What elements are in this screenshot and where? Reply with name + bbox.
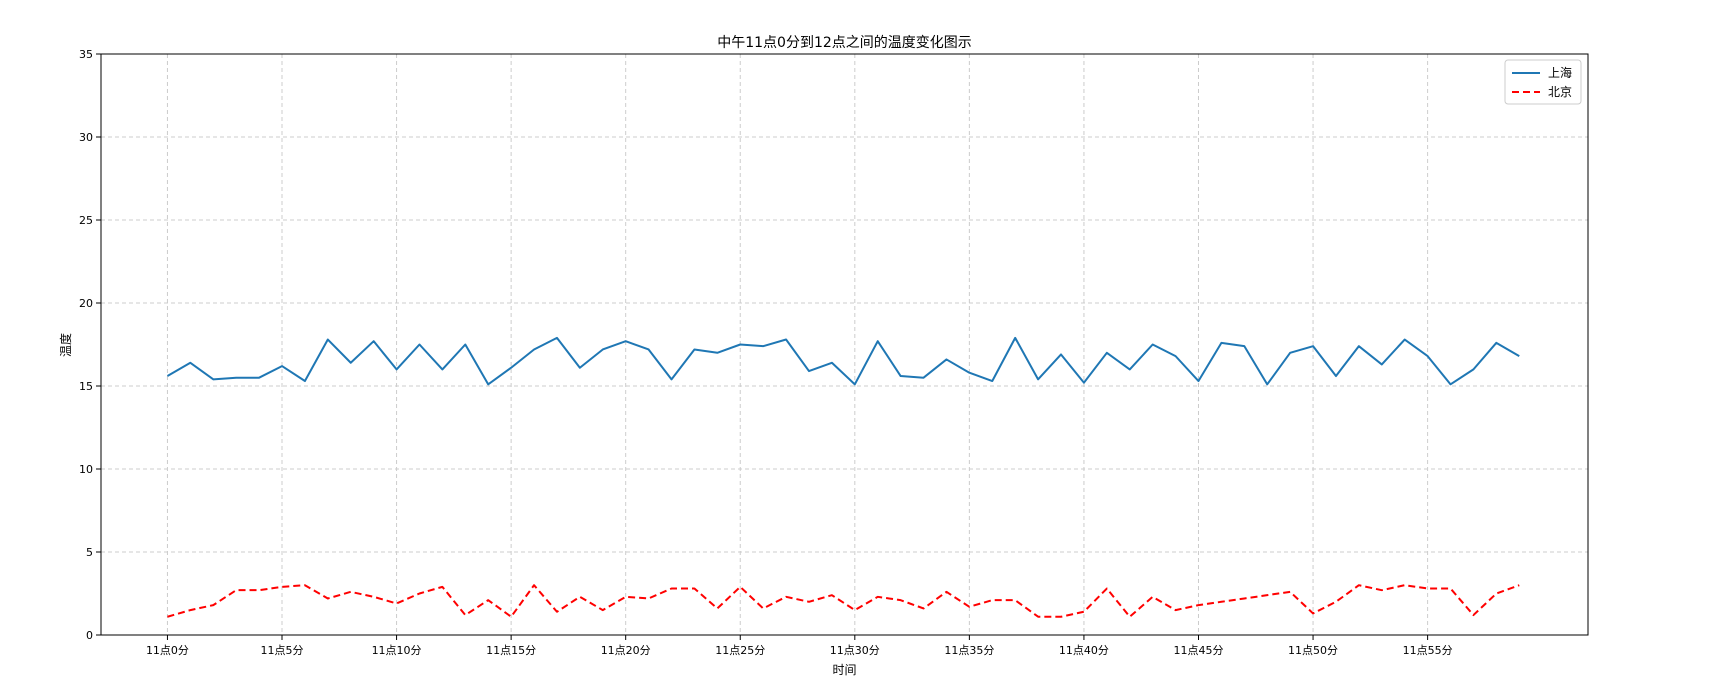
chart-title: 中午11点0分到12点之间的温度变化图示 <box>717 35 972 51</box>
x-tick-label: 11点50分 <box>1288 644 1338 657</box>
x-tick-label: 11点20分 <box>601 644 651 657</box>
x-tick-label: 11点10分 <box>372 644 422 657</box>
legend: 上海 北京 <box>1504 59 1582 105</box>
y-tick-label: 10 <box>79 463 93 476</box>
x-axis-title: 时间 <box>832 663 856 677</box>
x-tick-label: 11点55分 <box>1403 644 1453 657</box>
x-tick-label: 11点15分 <box>486 644 536 657</box>
x-tick-label: 11点5分 <box>261 644 304 657</box>
legend-label-beijing: 北京 <box>1548 85 1572 99</box>
grid <box>101 54 1588 635</box>
series-layer <box>166 336 1520 618</box>
x-tick-label: 11点30分 <box>830 644 880 657</box>
y-tick-label: 5 <box>86 546 93 559</box>
series-line-beijing <box>167 584 1520 618</box>
y-tick-label: 15 <box>79 380 93 393</box>
y-axis: 0 5 10 15 20 25 30 35 <box>79 48 101 642</box>
x-tick-label: 11点35分 <box>944 644 994 657</box>
y-axis-title: 温度 <box>58 333 73 357</box>
y-tick-label: 30 <box>79 131 93 144</box>
x-axis: 11点0分 11点5分 11点10分 11点15分 11点20分 11点25分 11点30分… <box>146 635 1453 657</box>
y-tick-label: 20 <box>79 297 93 310</box>
x-tick-label: 11点25分 <box>715 644 765 657</box>
x-tick-label: 11点0分 <box>146 644 189 657</box>
x-tick-label: 11点45分 <box>1173 644 1223 657</box>
plot-background <box>101 54 1588 635</box>
x-tick-label: 11点40分 <box>1059 644 1109 657</box>
y-tick-label: 0 <box>86 629 93 642</box>
series-line-shanghai <box>166 336 1520 386</box>
y-tick-label: 25 <box>79 214 93 227</box>
legend-label-shanghai: 上海 <box>1548 65 1572 80</box>
plot-frame <box>100 53 1589 636</box>
y-tick-label: 35 <box>79 48 93 61</box>
